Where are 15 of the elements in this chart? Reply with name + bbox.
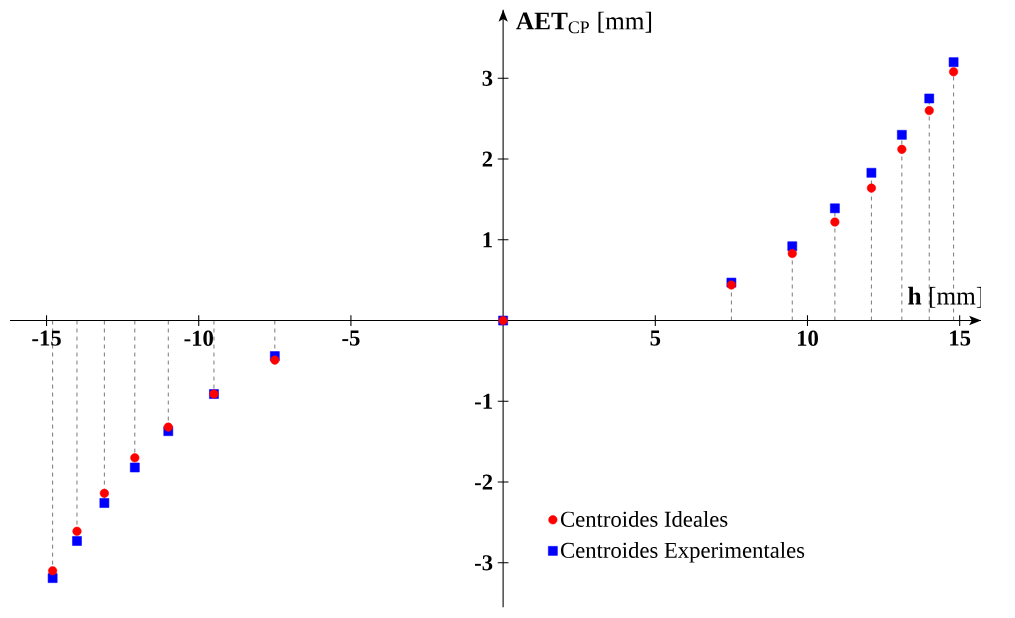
y-tick-label: 2 xyxy=(482,151,493,167)
y-tick-label: -2 xyxy=(475,474,493,490)
x-tick-label: -5 xyxy=(342,330,360,346)
y-tick-label: 3 xyxy=(482,70,493,86)
x-tick-label: 15 xyxy=(950,330,971,346)
y-axis-title: AET$_{CP}$ [mm] xyxy=(516,11,652,34)
x-tick-label: -15 xyxy=(32,330,61,346)
legend-label: Centroides Ideales xyxy=(560,510,728,527)
x-tick-label: 5 xyxy=(650,330,661,346)
x-tick-label: 10 xyxy=(797,330,818,346)
y-tick-label: 1 xyxy=(483,232,492,248)
x-tick-label: -10 xyxy=(184,330,213,346)
y-tick-label: -3 xyxy=(475,555,493,571)
y-tick-label: -1 xyxy=(475,393,492,409)
legend-label: Centroides Experimentales xyxy=(560,541,805,563)
